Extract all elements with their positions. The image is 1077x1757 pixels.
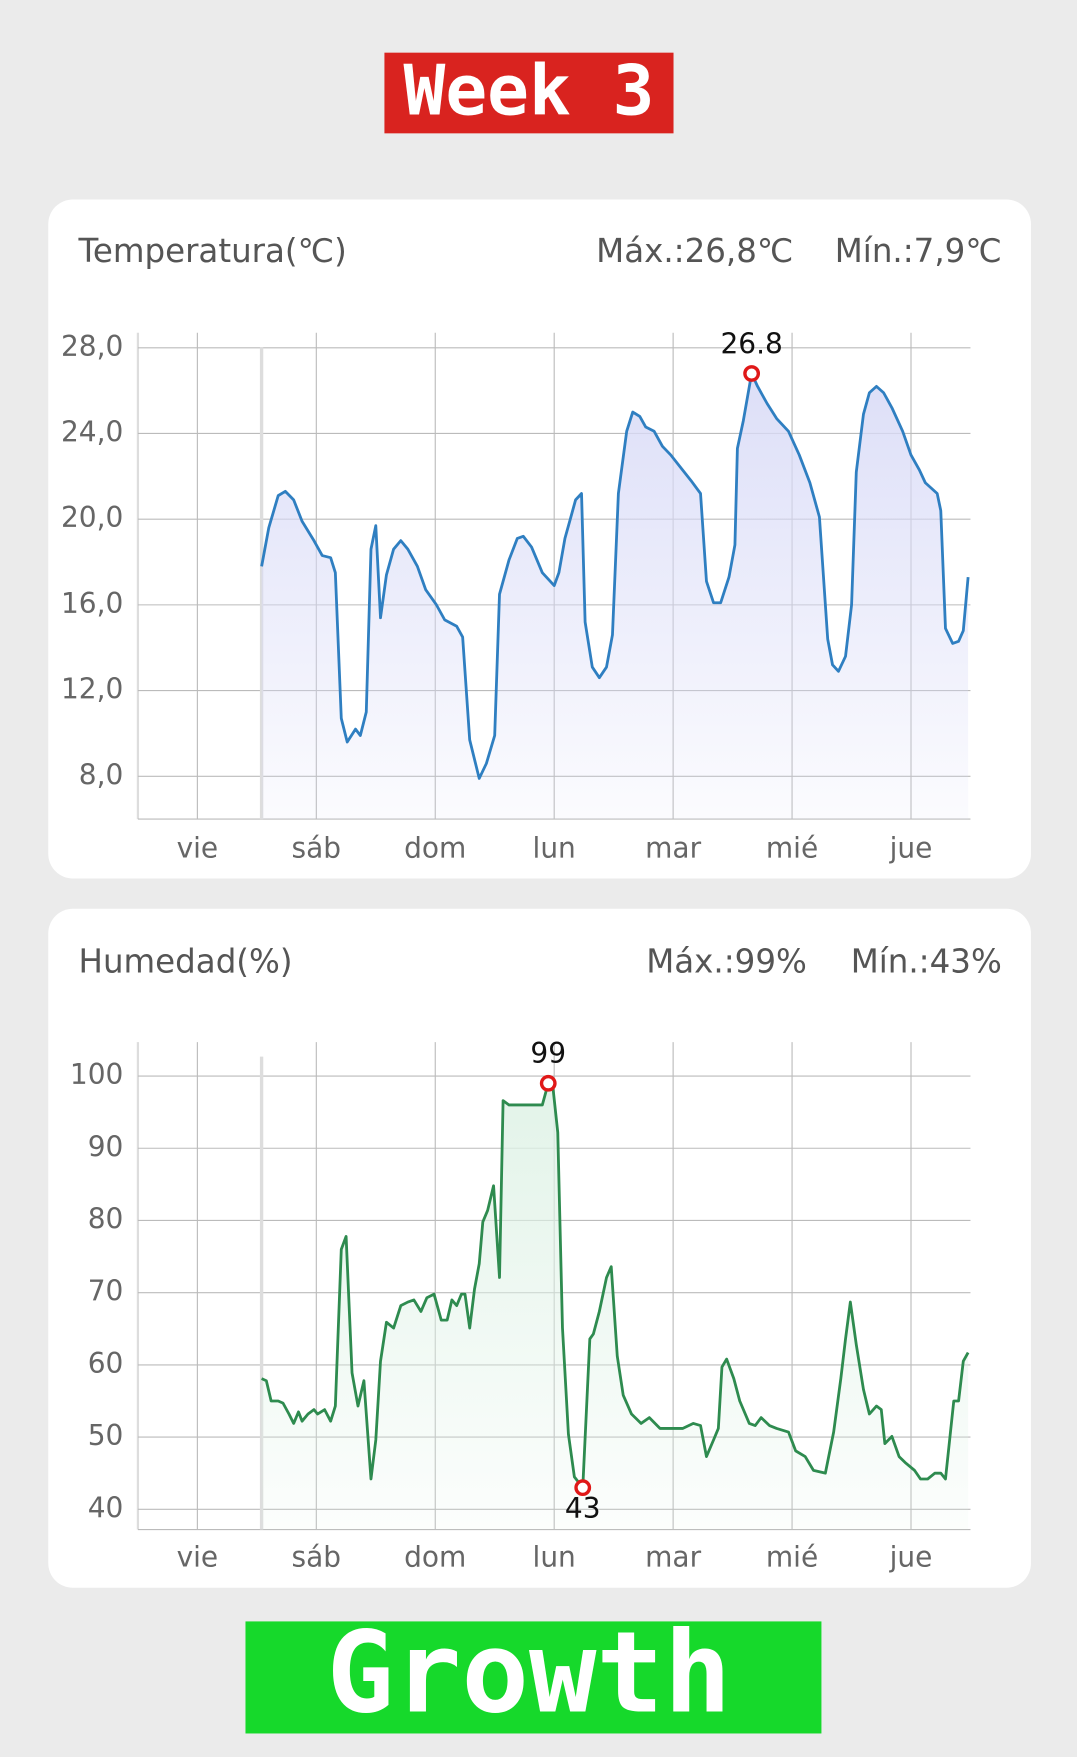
annotation-label: 99	[530, 1037, 566, 1070]
x-tick-label: mar	[645, 1541, 701, 1574]
header-box	[384, 52, 674, 134]
x-tick-label: lun	[533, 831, 576, 864]
x-tick-label: mié	[766, 831, 818, 864]
annotation-label: 43	[565, 1492, 601, 1525]
y-tick-label: 90	[88, 1130, 124, 1163]
line	[261, 1081, 970, 1490]
max-label: Máx.:99%	[646, 943, 807, 981]
x-tick-label: mar	[645, 831, 701, 864]
area	[261, 1083, 969, 1530]
y-tick-label: 100	[70, 1058, 123, 1091]
y-tick-label: 28,0	[61, 330, 123, 363]
max-label: Máx.:26,8℃	[596, 232, 793, 270]
x-tick-label: sáb	[292, 831, 342, 864]
x-tick-label: jue	[889, 831, 933, 864]
chart-title: Humedad(%)	[79, 943, 293, 981]
y-tick-label: 20,0	[61, 501, 123, 534]
y-tick-label: 80	[88, 1202, 124, 1235]
y-tick-label: 16,0	[61, 587, 123, 620]
x-tick-label: sáb	[292, 1541, 342, 1574]
y-tick-label: 60	[88, 1347, 124, 1380]
y-tick-label: 40	[88, 1491, 124, 1524]
x-tick-label: vie	[177, 831, 219, 864]
y-tick-label: 12,0	[61, 673, 123, 706]
x-tick-label: jue	[889, 1541, 933, 1574]
header-label: Week 3	[403, 51, 654, 131]
annotation-marker	[743, 365, 761, 382]
x-tick-label: lun	[533, 1541, 576, 1574]
x-tick-label: dom	[404, 831, 466, 864]
x-tick-label: mié	[766, 1541, 818, 1574]
y-tick-label: 8,0	[79, 758, 124, 791]
y-tick-label: 24,0	[61, 415, 123, 448]
x-tick-label: dom	[404, 1541, 466, 1574]
annotation-label: 26.8	[720, 327, 782, 360]
footer-label: Growth	[327, 1609, 732, 1739]
line	[260, 372, 970, 780]
min-label: Mín.:7,9℃	[835, 232, 1002, 270]
y-tick-label: 70	[88, 1275, 124, 1308]
y-tick-label: 50	[88, 1419, 124, 1452]
annotation-marker	[539, 1074, 557, 1092]
min-label: Mín.:43%	[851, 943, 1002, 981]
footer-box	[245, 1621, 822, 1734]
chart-title: Temperatura(℃)	[78, 232, 347, 270]
x-tick-label: vie	[177, 1541, 219, 1574]
annotation-marker	[574, 1479, 592, 1497]
